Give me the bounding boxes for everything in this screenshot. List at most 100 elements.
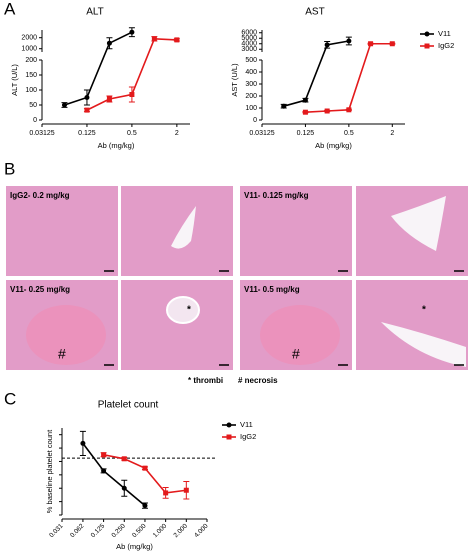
- y-axis-label: AST (U/L): [230, 63, 239, 97]
- chart-title: AST: [305, 7, 324, 18]
- image-symbol: #: [292, 346, 300, 362]
- panel-label: A: [4, 0, 16, 18]
- x-axis-label: Ab (mg/kg): [98, 141, 135, 150]
- data-point: [368, 41, 374, 47]
- data-point: [346, 38, 352, 44]
- series-line: [283, 40, 350, 107]
- legend-marker: [424, 43, 430, 49]
- y-tick-label: 200: [25, 57, 37, 64]
- histology-image: [6, 186, 118, 276]
- x-axis-label: Ab (mg/kg): [315, 141, 352, 150]
- x-tick-label: 0.250: [110, 522, 127, 539]
- data-point: [142, 503, 148, 509]
- y-tick-label: 300: [245, 81, 257, 88]
- data-point: [324, 42, 330, 48]
- data-point: [106, 40, 112, 46]
- histology-legend: * thrombi: [188, 376, 223, 385]
- x-axis-label: Ab (mg/kg): [116, 542, 153, 551]
- x-tick-label: 2: [390, 130, 394, 137]
- x-tick-label: 0.5: [344, 130, 354, 137]
- data-point: [80, 440, 86, 446]
- necrosis-area: [26, 305, 106, 365]
- y-tick-label: 200: [245, 93, 257, 100]
- legend-label: IgG2: [438, 41, 454, 50]
- y-tick-label: 5000: [241, 35, 257, 42]
- histology-texture: [240, 186, 352, 276]
- vessel: [166, 296, 200, 324]
- x-tick-label: 0.125: [297, 130, 315, 137]
- vessel: [171, 206, 196, 249]
- y-tick-label: 500: [245, 57, 257, 64]
- image-label: V11- 0.125 mg/kg: [244, 191, 309, 200]
- x-tick-label: 0.125: [78, 130, 96, 137]
- y-tick-label: 2000: [21, 35, 37, 42]
- x-tick-label: 0.031: [48, 522, 65, 539]
- legend-label: IgG2: [240, 432, 256, 441]
- data-point: [183, 487, 189, 493]
- chart-title: Platelet count: [98, 400, 159, 411]
- series-line: [103, 453, 187, 494]
- legend-label: V11: [438, 29, 451, 38]
- series-line: [64, 31, 133, 106]
- data-point: [129, 92, 135, 97]
- vessel: [391, 196, 446, 251]
- image-label: IgG2- 0.2 mg/kg: [10, 191, 70, 200]
- y-axis-label: ALT (U/L): [10, 64, 19, 96]
- y-tick-label: 1000: [21, 46, 37, 53]
- data-point: [121, 485, 127, 491]
- data-point: [142, 465, 148, 471]
- necrosis-area: [260, 305, 340, 365]
- y-tick-label: 100: [245, 105, 257, 112]
- data-point: [324, 108, 330, 114]
- y-tick-label: 100: [25, 87, 37, 94]
- series-line: [82, 442, 146, 507]
- legend-marker: [226, 422, 232, 428]
- data-point: [389, 41, 395, 47]
- data-point: [163, 490, 169, 496]
- data-point: [101, 452, 107, 458]
- chart-title: ALT: [86, 7, 104, 18]
- data-point: [129, 29, 135, 35]
- image-symbol: *: [422, 305, 426, 316]
- y-axis-label: % baseline platelet count: [45, 429, 54, 513]
- data-point: [151, 36, 157, 42]
- y-tick-label: 150: [25, 72, 37, 79]
- histology-legend: # necrosis: [238, 376, 278, 385]
- y-tick-label: 4000: [241, 41, 257, 48]
- data-point: [302, 109, 308, 115]
- image-symbol: #: [58, 346, 66, 362]
- legend-marker: [424, 31, 430, 37]
- data-point: [302, 97, 308, 103]
- data-point: [101, 468, 107, 474]
- y-tick-label: 0: [33, 117, 37, 124]
- x-tick-label: 0.062: [69, 522, 86, 539]
- legend-marker: [226, 434, 232, 440]
- x-tick-label: 1.000: [152, 522, 169, 539]
- data-point: [106, 96, 112, 102]
- image-label: V11- 0.5 mg/kg: [244, 285, 300, 294]
- vessel: [381, 322, 466, 367]
- x-tick-label: 2: [175, 130, 179, 137]
- histology-texture: [6, 186, 118, 276]
- y-tick-label: 400: [245, 69, 257, 76]
- histology-image: [121, 280, 233, 370]
- x-tick-label: 2.000: [172, 522, 189, 539]
- data-point: [121, 456, 127, 462]
- y-tick-label: 3000: [241, 46, 257, 53]
- legend-label: V11: [240, 420, 253, 429]
- histology-image: [121, 186, 233, 276]
- panel-label: C: [4, 389, 16, 408]
- x-tick-label: 0.03125: [249, 130, 274, 137]
- data-point: [346, 107, 352, 113]
- data-point: [174, 37, 180, 43]
- x-tick-label: 4.000: [193, 522, 210, 539]
- data-point: [281, 103, 287, 109]
- data-point: [61, 102, 67, 108]
- y-tick-label: 6000: [241, 30, 257, 37]
- x-tick-label: 0.500: [131, 522, 148, 539]
- data-point: [84, 95, 90, 100]
- x-tick-label: 0.125: [90, 522, 107, 539]
- y-tick-label: 50: [29, 102, 37, 109]
- x-tick-label: 0.03125: [29, 130, 54, 137]
- x-tick-label: 0.5: [127, 130, 137, 137]
